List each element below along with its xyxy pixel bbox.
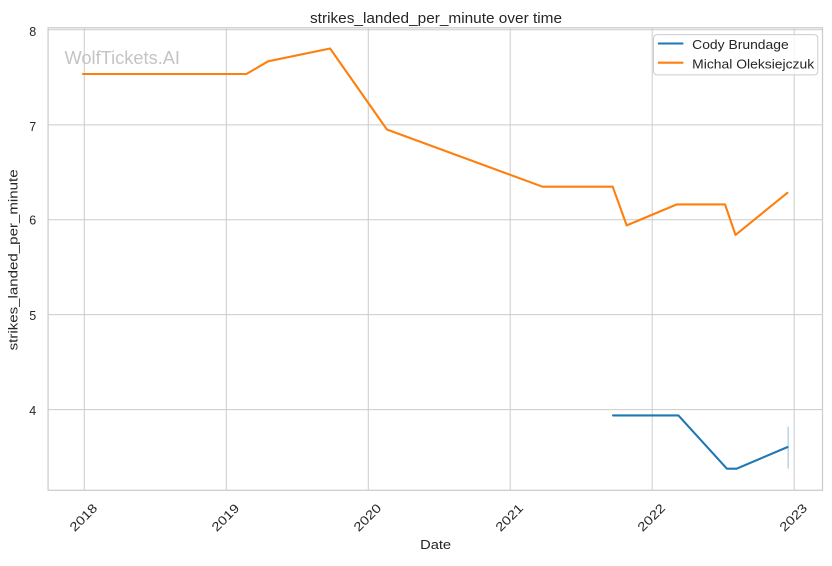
svg-text:7: 7 bbox=[29, 120, 36, 134]
svg-text:5: 5 bbox=[29, 309, 36, 323]
svg-text:Cody Brundage: Cody Brundage bbox=[692, 37, 789, 52]
svg-text:strikes_landed_per_minute over: strikes_landed_per_minute over time bbox=[310, 10, 562, 27]
svg-text:8: 8 bbox=[29, 25, 36, 39]
svg-text:6: 6 bbox=[29, 214, 36, 228]
svg-text:Michal Oleksiejczuk: Michal Oleksiejczuk bbox=[692, 56, 815, 71]
svg-text:Date: Date bbox=[420, 538, 451, 552]
svg-text:strikes_landed_per_minute: strikes_landed_per_minute bbox=[6, 169, 20, 350]
svg-text:WolfTickets.AI: WolfTickets.AI bbox=[65, 48, 181, 68]
svg-text:4: 4 bbox=[29, 404, 36, 418]
